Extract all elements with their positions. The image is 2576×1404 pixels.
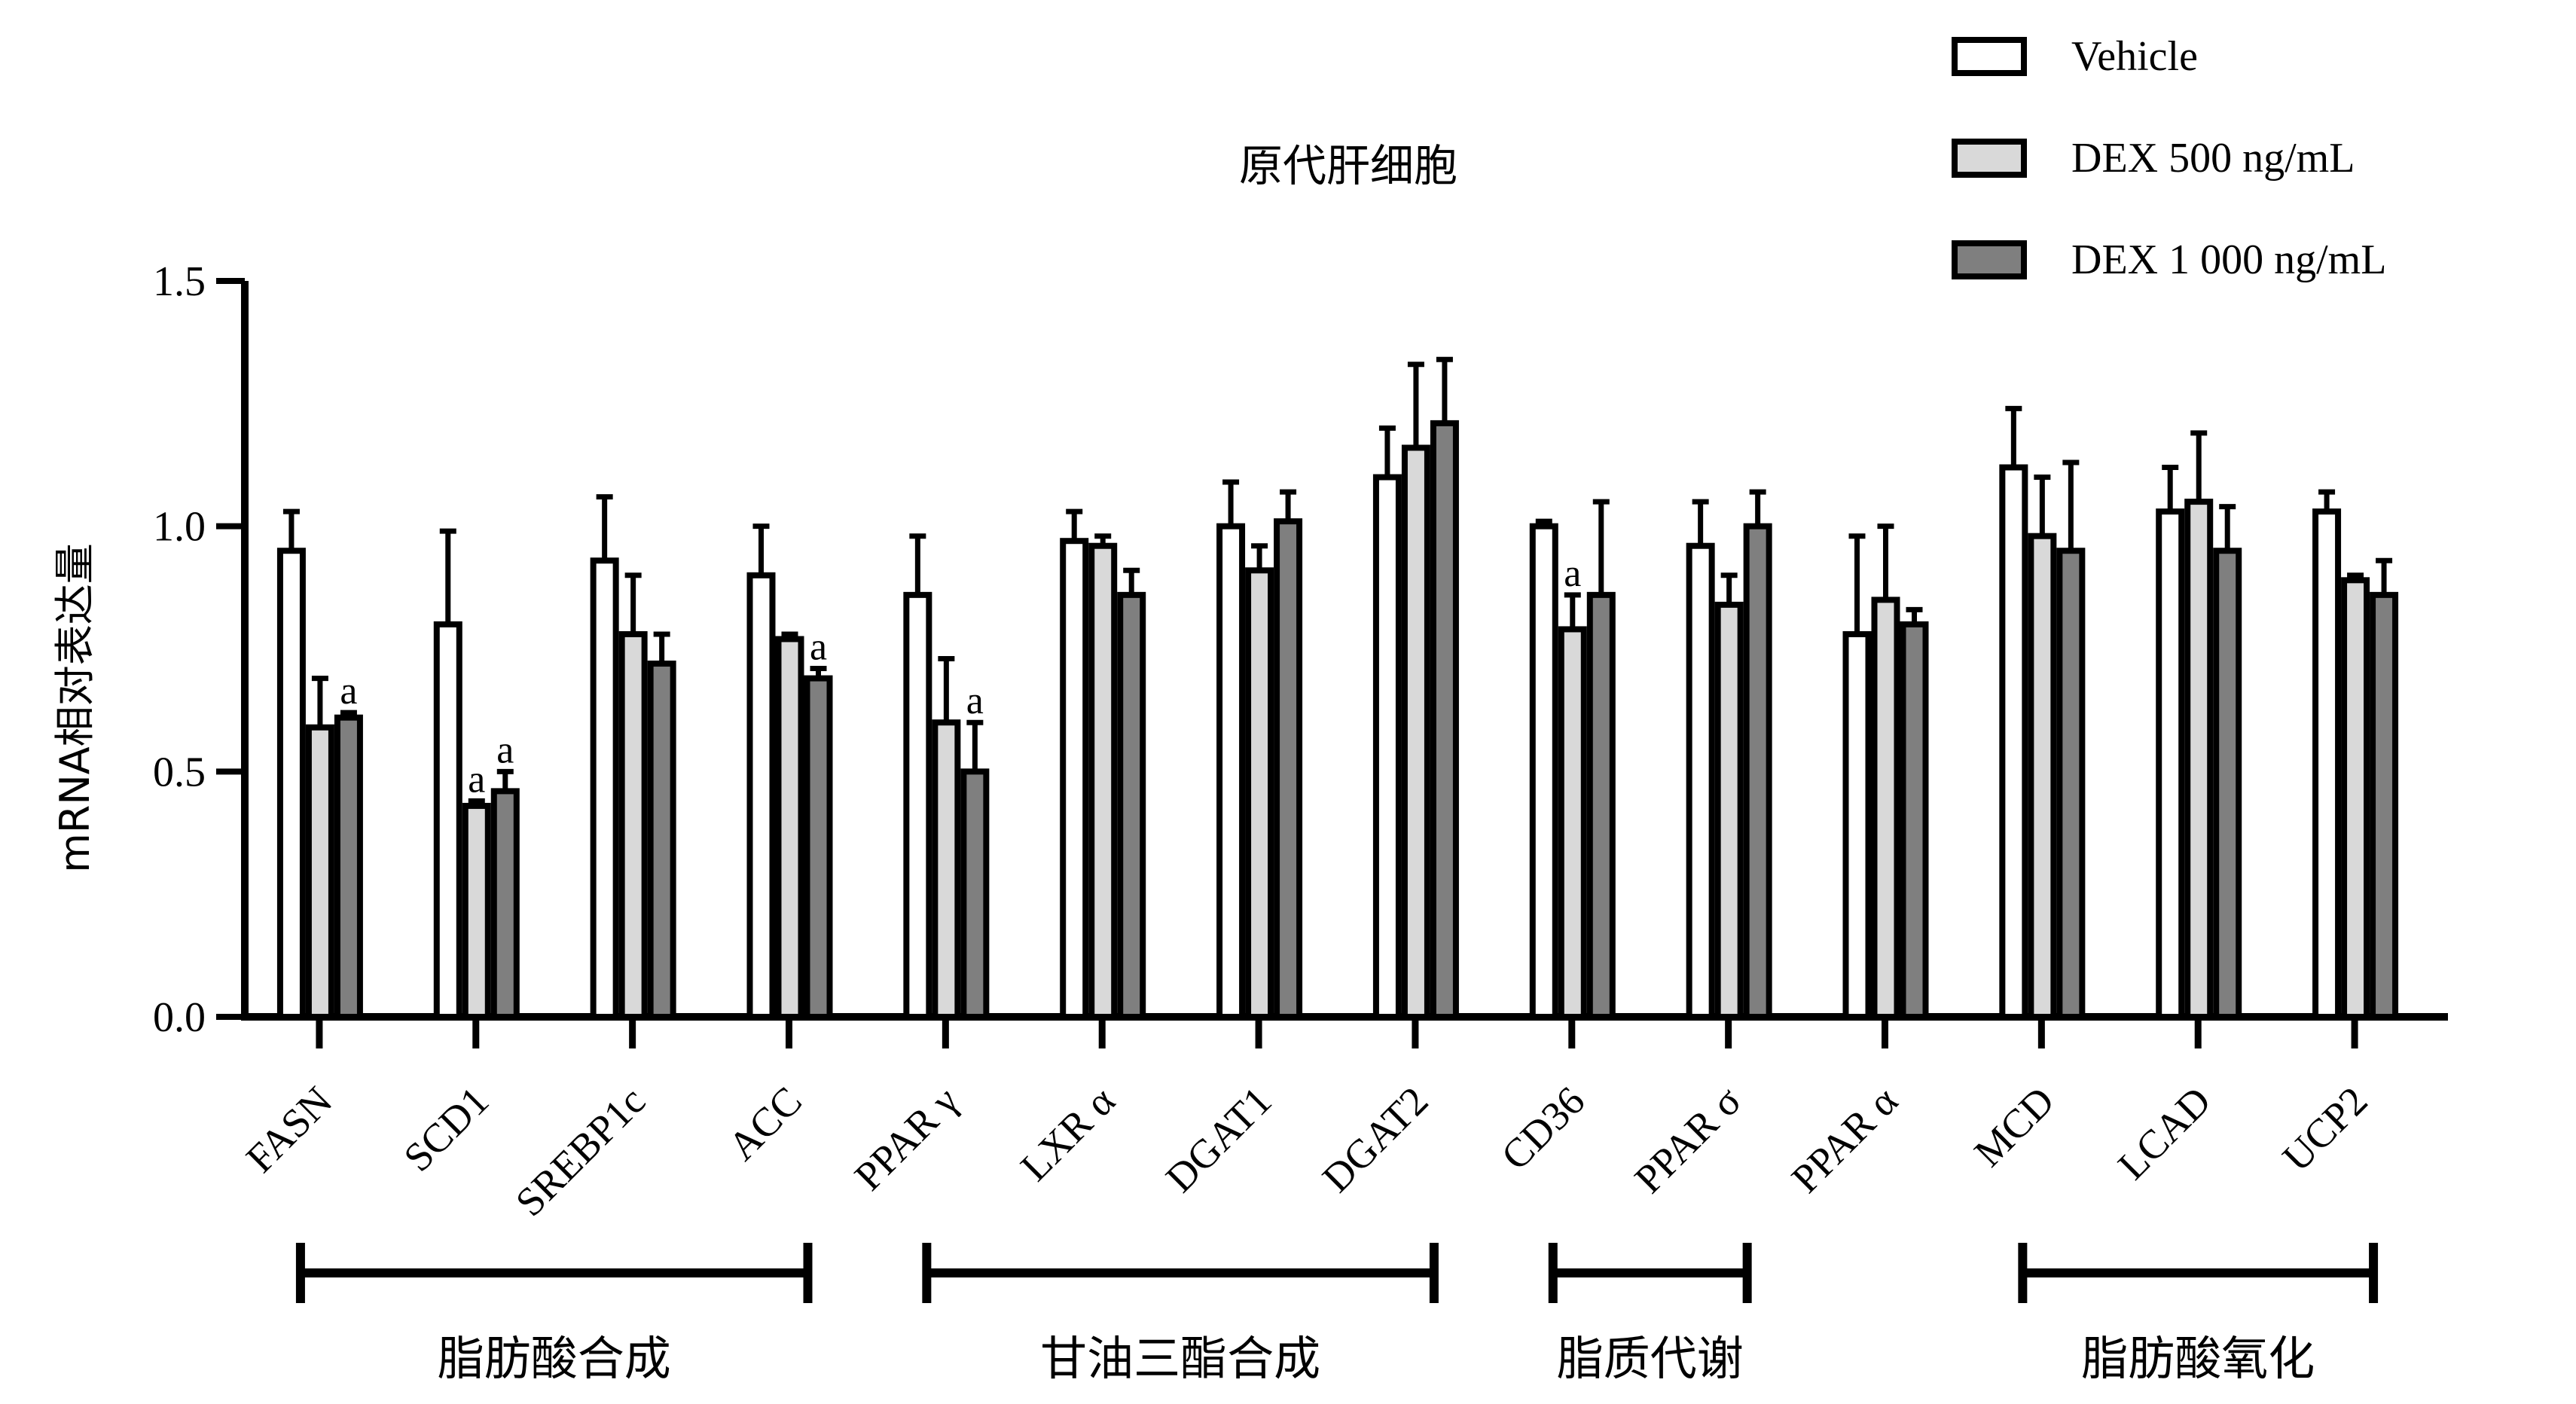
y-tick-label: 1.0 [153, 504, 206, 551]
x-tick-label: DGAT2 [1314, 1078, 1436, 1201]
bar [2056, 548, 2086, 1020]
x-tick-label: MCD [1965, 1078, 2062, 1175]
chart-title: 原代肝细胞 [1239, 140, 1457, 191]
bar [1714, 601, 1744, 1020]
bar [2213, 548, 2242, 1020]
bar [746, 572, 776, 1020]
bar [618, 630, 648, 1021]
bar [490, 788, 520, 1021]
significance-label: a [340, 670, 357, 713]
y-tick-label: 0.0 [153, 994, 206, 1041]
group-label: 脂肪酸合成 [438, 1331, 671, 1386]
x-tick-label: PPAR σ [1626, 1078, 1750, 1202]
y-tick-label: 0.5 [153, 749, 206, 795]
legend-swatch [1952, 37, 2027, 76]
bar [334, 714, 363, 1020]
bar [2028, 533, 2057, 1020]
x-tick-labels: FASN SCD1 SREBP1c ACC PPAR γ LXR α DGAT1 DGAT2 C… [237, 1078, 2376, 1225]
bar [1216, 523, 1246, 1020]
legend-label: DEX 500 ng/mL [2071, 135, 2355, 182]
bar [1245, 567, 1274, 1020]
legend-swatch [1952, 139, 2027, 178]
bar [2156, 508, 2185, 1020]
bar [804, 675, 833, 1021]
x-tick-label: CD36 [1493, 1078, 1594, 1179]
x-tick-label: PPAR α [1783, 1078, 1906, 1201]
bar [590, 557, 619, 1020]
significance-label: a [468, 758, 485, 801]
bar [1529, 523, 1558, 1020]
significance-label: a [966, 679, 984, 722]
bar [1430, 420, 1459, 1020]
bar [2184, 499, 2214, 1020]
significance-label: a [810, 626, 827, 669]
bar [462, 802, 491, 1020]
legend-label: DEX 1 000 ng/mL [2071, 237, 2386, 283]
x-tick-label: ACC [719, 1078, 810, 1169]
x-tick-label: PPAR γ [846, 1078, 967, 1199]
bar [1842, 630, 1872, 1021]
group-label: 脂肪酸氧化 [2081, 1331, 2315, 1386]
group-brackets: 脂肪酸合成 甘油三酯合成 脂质代谢 脂肪酸氧化 [295, 1243, 2379, 1386]
legend-label: Vehicle [2071, 33, 2198, 80]
bar [1401, 444, 1430, 1020]
bar [1686, 542, 1715, 1020]
bar [1871, 597, 1900, 1020]
x-tick-label: SCD1 [395, 1078, 497, 1180]
legend: Vehicle DEX 500 ng/mL DEX 1 000 ng/mL [1952, 33, 2386, 283]
bar [932, 719, 961, 1020]
x-tick-label: SREBP1c [507, 1078, 654, 1225]
significance-label: a [496, 728, 514, 771]
x-tick-label: UCP2 [2274, 1078, 2376, 1180]
group-label: 脂质代谢 [1557, 1331, 1744, 1386]
x-tick-label: FASN [237, 1078, 340, 1181]
bar [2341, 577, 2370, 1020]
bar [1743, 523, 1772, 1020]
legend-swatch [1952, 240, 2027, 279]
y-axis-label: mRNA相对表达量 [51, 543, 99, 872]
bar [647, 661, 676, 1020]
bar [1060, 538, 1089, 1020]
bar [2370, 591, 2399, 1020]
bar [1558, 626, 1587, 1020]
bar [1900, 621, 1929, 1020]
bar [2312, 508, 2342, 1020]
bar [1586, 591, 1616, 1020]
bar [1274, 518, 1303, 1020]
x-tick-label: DGAT1 [1157, 1078, 1280, 1201]
bar [1999, 464, 2028, 1020]
group-label: 甘油三酯合成 [1040, 1331, 1320, 1386]
bar [960, 768, 990, 1021]
bar [1372, 474, 1402, 1020]
bar [775, 636, 804, 1020]
y-tick-label: 1.5 [153, 258, 206, 305]
significance-label: a [1564, 552, 1581, 595]
bar [1088, 542, 1118, 1020]
bar [276, 548, 306, 1020]
bar [433, 621, 462, 1020]
bar [903, 591, 932, 1020]
x-tick-label: LCAD [2109, 1078, 2219, 1188]
bar [305, 724, 334, 1020]
x-tick-label: LXR α [1012, 1078, 1123, 1189]
bar [1117, 591, 1146, 1020]
